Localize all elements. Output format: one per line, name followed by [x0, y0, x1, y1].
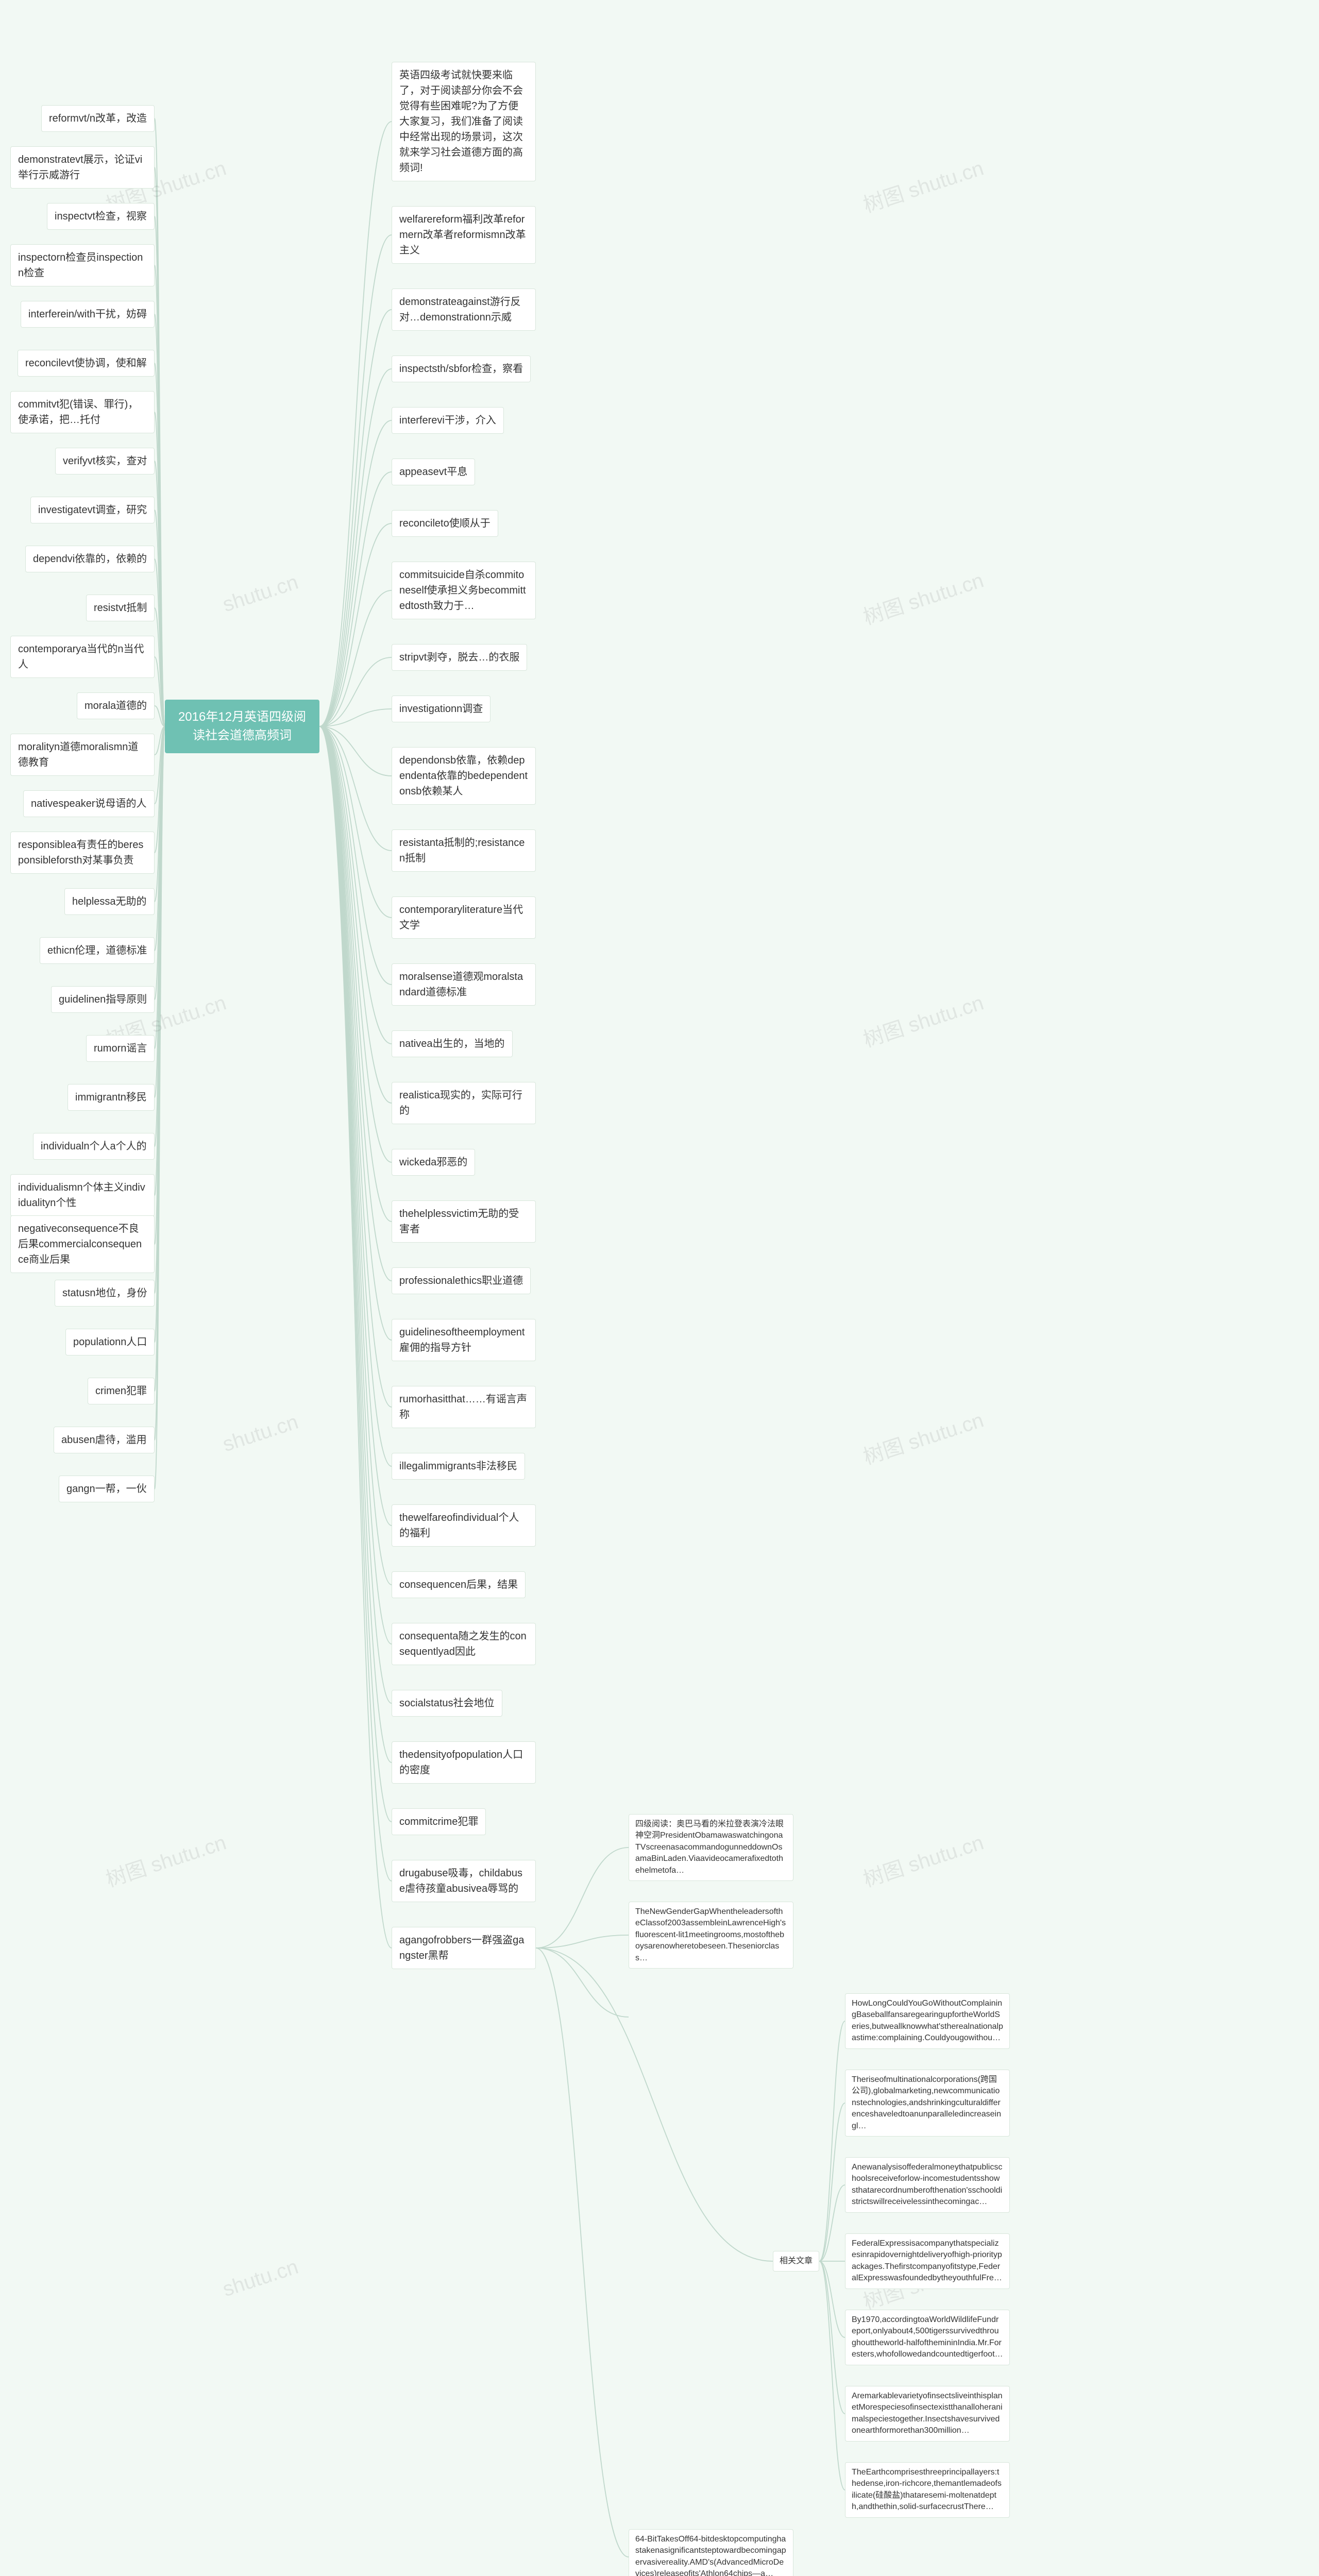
- related-direct-1: TheNewGenderGapWhentheleadersoftheClasso…: [629, 1902, 793, 1969]
- right-node-9: investigationn调查: [392, 696, 491, 722]
- watermark: 树图 shutu.cn: [859, 564, 987, 631]
- related-sub-3: FederalExpressisacompanythatspecializesi…: [845, 2233, 1010, 2289]
- right-node-23: consequencen后果，结果: [392, 1571, 526, 1598]
- related-sub-2: Anewanalysisoffederalmoneythatpublicscho…: [845, 2157, 1010, 2213]
- watermark: shutu.cn: [220, 1411, 301, 1457]
- left-node-25: populationn人口: [65, 1329, 155, 1355]
- right-node-2: demonstrateagainst游行反对…demonstrationn示威: [392, 289, 536, 331]
- right-node-24: consequenta随之发生的consequentlyad因此: [392, 1623, 536, 1665]
- left-node-14: nativespeaker说母语的人: [23, 790, 155, 817]
- right-node-21: illegalimmigrants非法移民: [392, 1453, 525, 1480]
- watermark: 树图 shutu.cn: [859, 151, 987, 218]
- mindmap-container: 树图 shutu.cn 树图 shutu.cn shutu.cn 树图 shutu.c…: [0, 0, 1319, 2576]
- right-node-4: interferevi干涉，介入: [392, 407, 504, 434]
- right-node-19: guidelinesoftheemployment雇佣的指导方针: [392, 1319, 536, 1361]
- watermark: shutu.cn: [220, 571, 301, 617]
- left-node-7: verifyvt核实，查对: [55, 448, 155, 474]
- right-node-16: wickeda邪恶的: [392, 1149, 475, 1176]
- right-node-1: welfarereform福利改革reformern改革者reformismn改…: [392, 206, 536, 264]
- right-node-7: commitsuicide自杀commitoneself使承担义务becommi…: [392, 562, 536, 619]
- left-node-2: inspectvt检查，视察: [47, 203, 155, 230]
- left-node-6: commitvt犯(错误、罪行)，使承诺，把…托付: [10, 391, 155, 433]
- right-node-10: dependonsb依靠，依赖dependenta依靠的bedependento…: [392, 747, 536, 805]
- right-node-12: contemporaryliterature当代文学: [392, 896, 536, 939]
- left-node-17: ethicn伦理，道德标准: [40, 937, 155, 964]
- right-node-13: moralsense道德观moralstandard道德标准: [392, 963, 536, 1006]
- right-node-11: resistanta抵制的;resistancen抵制: [392, 829, 536, 872]
- right-node-28: drugabuse吸毒，childabuse虐待孩童abusivea辱骂的: [392, 1860, 536, 1902]
- right-node-27: commitcrime犯罪: [392, 1808, 486, 1835]
- left-node-20: immigrantn移民: [67, 1084, 155, 1111]
- watermark: 树图 shutu.cn: [859, 1403, 987, 1470]
- right-node-8: stripvt剥夺，脱去…的衣服: [392, 644, 527, 671]
- right-node-26: thedensityofpopulation人口的密度: [392, 1741, 536, 1784]
- connection-lines: [0, 0, 1319, 2576]
- left-node-0: reformvt/n改革，改造: [41, 105, 155, 132]
- left-node-26: crimen犯罪: [88, 1378, 155, 1404]
- related-sub-5: Aremarkablevarietyofinsectsliveinthispla…: [845, 2386, 1010, 2442]
- related-sub-0: HowLongCouldYouGoWithoutComplainingBaseb…: [845, 1993, 1010, 2049]
- left-node-23: negativeconsequence不良后果commercialconsequ…: [10, 1215, 155, 1273]
- watermark: shutu.cn: [220, 2256, 301, 2302]
- right-node-25: socialstatus社会地位: [392, 1690, 502, 1717]
- related-label: 相关文章: [773, 2251, 819, 2272]
- right-node-17: thehelplessvictim无助的受害者: [392, 1200, 536, 1243]
- right-node-15: realistica现实的，实际可行的: [392, 1082, 536, 1124]
- left-node-15: responsiblea有责任的beresponsibleforsth对某事负责: [10, 832, 155, 874]
- left-node-10: resistvt抵制: [86, 595, 155, 621]
- right-node-3: inspectsth/sbfor检查，察看: [392, 355, 531, 382]
- left-node-19: rumorn谣言: [86, 1035, 155, 1062]
- left-node-27: abusen虐待，滥用: [54, 1427, 155, 1453]
- right-node-5: appeasevt平息: [392, 459, 475, 485]
- related-sub-1: Theriseofmultinationalcorporations(跨国公司)…: [845, 2070, 1010, 2137]
- left-node-11: contemporarya当代的n当代人: [10, 636, 155, 678]
- right-node-20: rumorhasitthat……有谣言声称: [392, 1386, 536, 1428]
- left-node-3: inspectorn检查员inspectionn检查: [10, 244, 155, 286]
- watermark: 树图 shutu.cn: [859, 986, 987, 1053]
- watermark: 树图 shutu.cn: [859, 1826, 987, 1893]
- related-direct-0: 四级阅读：奥巴马看的米拉登表演冷法眼神空洞PresidentObamawaswa…: [629, 1814, 793, 1881]
- center-node: 2016年12月英语四级阅读社会道德高频词: [165, 700, 319, 753]
- left-node-28: gangn一帮，一伙: [59, 1476, 155, 1502]
- left-node-12: morala道德的: [77, 692, 155, 719]
- right-node-14: nativea出生的，当地的: [392, 1030, 513, 1057]
- left-node-4: interferein/with干扰，妨碍: [21, 301, 155, 328]
- left-node-16: helplessa无助的: [64, 888, 155, 915]
- right-node-22: thewelfareofindividual个人的福利: [392, 1504, 536, 1547]
- left-node-13: moralityn道德moralismn道德教育: [10, 734, 155, 776]
- right-node-0: 英语四级考试就快要来临了，对于阅读部分你会不会觉得有些困难呢?为了方便大家复习，…: [392, 62, 536, 181]
- related-direct-2: 64-BitTakesOff64-bitdesktopcomputinghast…: [629, 2529, 793, 2576]
- related-sub-6: TheEarthcomprisesthreeprincipallayers:th…: [845, 2462, 1010, 2518]
- left-node-8: investigatevt调查，研究: [30, 497, 155, 523]
- left-node-22: individualismn个体主义individualityn个性: [10, 1174, 155, 1216]
- left-node-21: individualn个人a个人的: [33, 1133, 155, 1160]
- right-node-18: professionalethics职业道德: [392, 1267, 531, 1294]
- left-node-24: statusn地位，身份: [55, 1280, 155, 1307]
- left-node-9: dependvi依靠的，依赖的: [25, 546, 155, 572]
- right-node-6: reconcileto使顺从于: [392, 510, 498, 537]
- left-node-18: guidelinen指导原则: [51, 986, 155, 1013]
- watermark: 树图 shutu.cn: [102, 1826, 229, 1893]
- left-node-1: demonstratevt展示，论证vi举行示威游行: [10, 146, 155, 189]
- left-node-5: reconcilevt使协调，使和解: [18, 350, 155, 377]
- related-sub-4: By1970,accordingtoaWorldWildlifeFundrepo…: [845, 2310, 1010, 2365]
- right-node-29: agangofrobbers一群强盗gangster黑帮: [392, 1927, 536, 1969]
